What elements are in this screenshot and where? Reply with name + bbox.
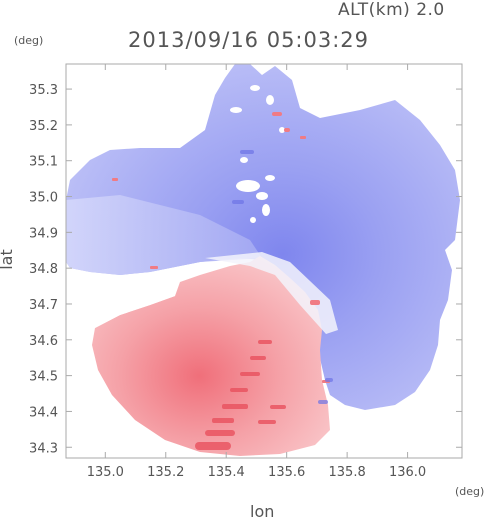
x-tick-label: 135.6 xyxy=(268,465,305,480)
y-tick-label: 35.1 xyxy=(29,155,58,170)
x-tick-label: 135.4 xyxy=(208,465,245,480)
blue-streaks xyxy=(232,150,333,404)
y-tick-label: 34.4 xyxy=(29,405,58,420)
x-tick-label: 135.0 xyxy=(87,465,124,480)
y-tick-label: 35.3 xyxy=(29,83,58,98)
red-streaks xyxy=(195,340,286,450)
y-tick-label: 34.6 xyxy=(29,334,58,349)
y-tick-label: 34.3 xyxy=(29,441,58,456)
y-unit-label: (deg) xyxy=(14,34,44,47)
blue-echo-region xyxy=(66,64,460,410)
y-tick-label: 34.5 xyxy=(29,370,58,385)
x-tick-label: 135.8 xyxy=(329,465,366,480)
x-unit-label: (deg) xyxy=(455,485,485,498)
no-echo-holes xyxy=(66,85,285,328)
y-tick-label: 34.8 xyxy=(29,262,58,277)
y-tick-label: 35.2 xyxy=(29,119,58,134)
zero-velocity-band xyxy=(205,252,338,334)
red-speckles xyxy=(112,112,330,383)
x-tick-label: 136.0 xyxy=(389,465,426,480)
y-tick-label: 34.9 xyxy=(29,226,58,241)
chart-title-timestamp: 2013/09/16 05:03:29 xyxy=(128,28,370,52)
velocity-field xyxy=(66,64,460,456)
west-echo-region xyxy=(66,195,262,275)
plot-frame xyxy=(65,63,463,459)
y-tick-label: 34.7 xyxy=(29,298,58,313)
x-tick-label: 135.2 xyxy=(147,465,184,480)
y-tick-label: 35.0 xyxy=(29,191,58,206)
x-axis-label: lon xyxy=(250,502,275,521)
altitude-label: ALT(km) 2.0 xyxy=(338,0,445,20)
